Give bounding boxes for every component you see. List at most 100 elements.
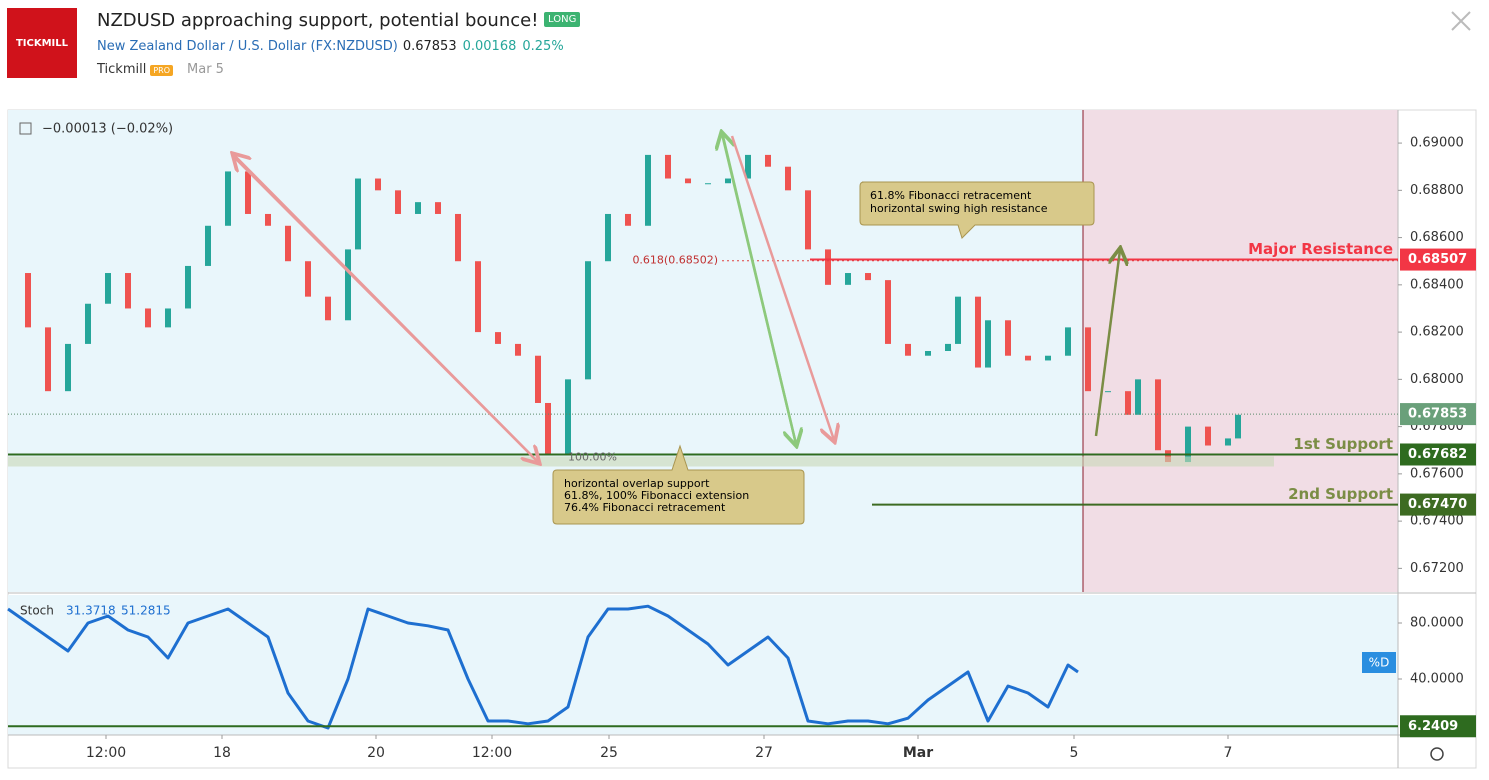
y-tick-label: 40.0000 bbox=[1410, 672, 1464, 687]
candle bbox=[375, 178, 381, 191]
fib-pct: 100.00% bbox=[568, 450, 617, 463]
note-text: 76.4% Fibonacci retracement bbox=[564, 501, 726, 514]
candle bbox=[265, 213, 271, 226]
candle bbox=[1155, 379, 1161, 451]
candle bbox=[185, 265, 191, 309]
y-tick-label: 0.68600 bbox=[1410, 230, 1464, 245]
stoch-name: Stoch bbox=[20, 604, 54, 618]
x-tick-label: 18 bbox=[213, 745, 231, 761]
change-pct: 0.25% bbox=[522, 39, 564, 54]
y-tick-label: 0.67200 bbox=[1410, 561, 1464, 576]
level-label-box bbox=[1400, 493, 1476, 516]
candle bbox=[145, 308, 151, 328]
candle bbox=[705, 183, 711, 185]
author[interactable]: Tickmill bbox=[97, 62, 147, 77]
forecast-zone bbox=[1083, 110, 1398, 592]
y-tick-label: 0.68400 bbox=[1410, 277, 1464, 292]
arrow bbox=[722, 134, 798, 445]
support-zone bbox=[8, 456, 1274, 467]
candle bbox=[415, 202, 421, 214]
change: 0.00168 bbox=[462, 39, 517, 54]
y-tick-label: 0.68200 bbox=[1410, 325, 1464, 340]
y-tick-label: 0.69000 bbox=[1410, 136, 1464, 151]
candle bbox=[685, 178, 691, 184]
candle bbox=[65, 343, 71, 392]
candle bbox=[665, 154, 671, 179]
y-tick-label: 0.67600 bbox=[1410, 466, 1464, 481]
candle bbox=[1005, 320, 1011, 356]
candle bbox=[725, 178, 731, 184]
note-1: 61.8% Fibonacci retracement horizontal s… bbox=[859, 181, 1095, 239]
symbol-name[interactable]: New Zealand Dollar / U.S. Dollar bbox=[97, 39, 307, 54]
level-name: 2nd Support bbox=[1288, 485, 1393, 503]
collapse-icon[interactable] bbox=[19, 122, 32, 135]
candle bbox=[495, 332, 501, 344]
candle bbox=[925, 351, 931, 356]
change-label: −0.00013 (−0.02%) bbox=[42, 122, 173, 137]
candle bbox=[305, 261, 311, 297]
settings-icon[interactable] bbox=[1430, 747, 1444, 761]
level-label: 0.67470 bbox=[1408, 497, 1467, 512]
candle bbox=[355, 178, 361, 250]
symbol[interactable]: (FX:NZDUSD) bbox=[310, 39, 398, 54]
x-tick-label: 27 bbox=[755, 745, 773, 761]
candle bbox=[545, 402, 551, 455]
arrow bbox=[234, 155, 539, 463]
candle bbox=[805, 190, 811, 250]
symbol-line: New Zealand Dollar / U.S. Dollar (FX:NZD… bbox=[97, 39, 564, 54]
candle bbox=[1225, 438, 1231, 446]
idea-title: NZDUSD approaching support, potential bo… bbox=[97, 10, 539, 31]
last-price-label: 0.67853 bbox=[1408, 407, 1467, 422]
level-label-box bbox=[1400, 443, 1476, 466]
note-text: horizontal swing high resistance bbox=[870, 202, 1048, 215]
candle bbox=[1045, 355, 1051, 361]
stoch-k: 31.3718 bbox=[66, 604, 116, 618]
candle bbox=[1235, 414, 1241, 439]
close-button[interactable] bbox=[1450, 10, 1472, 32]
candle bbox=[535, 355, 541, 403]
stoch-level-label: 6.2409 bbox=[1408, 719, 1458, 734]
candle bbox=[395, 190, 401, 214]
arrow bbox=[1094, 250, 1120, 437]
candle bbox=[745, 154, 751, 179]
x-tick-label: 12:00 bbox=[472, 745, 512, 761]
x-tick-label: 5 bbox=[1070, 745, 1079, 761]
arrows bbox=[232, 132, 1120, 462]
legend-box bbox=[1362, 652, 1396, 673]
candle bbox=[1165, 450, 1171, 463]
stoch-pane bbox=[8, 595, 1398, 735]
candle bbox=[45, 327, 51, 392]
x-tick-label: 12:00 bbox=[86, 745, 126, 761]
x-tick-label: 25 bbox=[600, 745, 618, 761]
note-text: 61.8%, 100% Fibonacci extension bbox=[564, 489, 749, 502]
stoch-line bbox=[7, 604, 1079, 730]
price: 0.67853 bbox=[402, 39, 457, 54]
last-price-label-box bbox=[1400, 403, 1476, 426]
y-tick-label: 80.0000 bbox=[1410, 616, 1464, 631]
candle bbox=[905, 343, 911, 356]
candle bbox=[1025, 355, 1031, 361]
candle bbox=[105, 273, 111, 304]
candle bbox=[765, 154, 771, 167]
fib-label: 0.618(0.68502) bbox=[632, 254, 718, 267]
candle bbox=[975, 296, 981, 368]
x-tick-label: 7 bbox=[1224, 745, 1233, 761]
legend: %D bbox=[1369, 656, 1390, 670]
stoch-level-label-box bbox=[1400, 715, 1476, 738]
candle bbox=[945, 343, 951, 351]
x-tick-label: 20 bbox=[367, 745, 385, 761]
candle bbox=[1105, 391, 1111, 393]
level-name: 1st Support bbox=[1293, 435, 1393, 453]
candle bbox=[885, 280, 891, 344]
candle bbox=[1085, 327, 1091, 392]
candle bbox=[1065, 327, 1071, 356]
y-tick-label: 0.68000 bbox=[1410, 372, 1464, 387]
candle bbox=[85, 303, 91, 344]
candle bbox=[955, 296, 961, 344]
candle bbox=[1125, 391, 1131, 415]
candle bbox=[1135, 379, 1141, 415]
date: Mar 5 bbox=[187, 62, 224, 77]
candle bbox=[585, 261, 591, 380]
